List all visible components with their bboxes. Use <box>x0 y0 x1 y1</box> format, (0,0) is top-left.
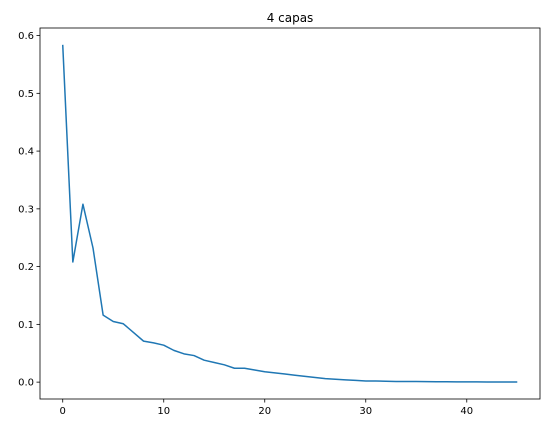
y-tick-label: 0.2 <box>18 262 34 273</box>
axes-frame <box>39 27 541 400</box>
chart-title: 4 capas <box>267 11 314 25</box>
y-tick-label: 0.4 <box>18 147 34 158</box>
y-tick-label: 0.6 <box>18 31 34 42</box>
x-tick-label: 30 <box>359 406 372 417</box>
series-line <box>61 44 518 383</box>
y-tick-label: 0.5 <box>18 89 34 100</box>
x-tick-label: 20 <box>258 406 271 417</box>
y-tick-label: 0.3 <box>18 204 34 215</box>
x-tick-label: 0 <box>60 406 66 417</box>
y-tick-label: 0.1 <box>18 320 34 331</box>
x-tick-label: 10 <box>157 406 170 417</box>
y-tick-label: 0.0 <box>18 378 34 389</box>
plot-area: 0 10 20 30 40 0.0 0.1 0.2 0.3 0.4 0.5 0.6 <box>18 27 541 417</box>
x-tick-label: 40 <box>460 406 473 417</box>
